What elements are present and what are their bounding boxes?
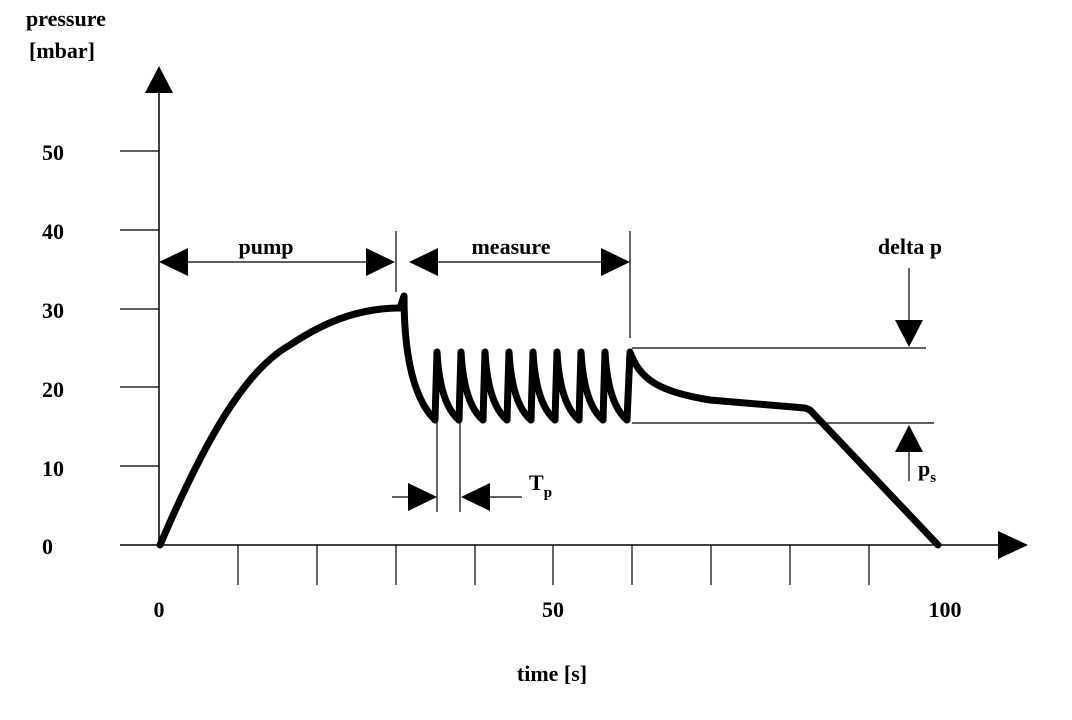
x-tick-label: 0 — [154, 597, 165, 622]
measure-interval-arrow — [409, 248, 630, 276]
delta-p-label: delta p — [878, 234, 942, 259]
y-tick-label: 40 — [42, 219, 64, 244]
x-axis-label: time [s] — [517, 661, 587, 686]
ps-label: ps — [918, 456, 936, 486]
pressure-curve — [156, 292, 942, 549]
pump-interval-arrow — [159, 248, 395, 276]
x-tick-label: 100 — [929, 597, 962, 622]
y-tick-label: 0 — [42, 534, 53, 559]
delta-p-arrow — [895, 268, 923, 347]
y-axis — [120, 66, 173, 545]
y-axis-label-line2: [mbar] — [29, 38, 95, 63]
x-axis — [120, 531, 1028, 585]
tp-period-arrows — [392, 483, 522, 511]
x-axis-arrowhead — [998, 531, 1028, 559]
y-tick-label: 30 — [42, 298, 64, 323]
y-axis-label-line1: pressure — [26, 6, 106, 31]
tp-label: Tp — [529, 470, 552, 501]
y-axis-arrowhead — [145, 66, 173, 93]
measure-label: measure — [471, 234, 550, 259]
ps-arrow — [895, 425, 923, 481]
y-tick-label: 20 — [42, 377, 64, 402]
y-tick-label: 10 — [42, 456, 64, 481]
y-tick-label: 50 — [42, 140, 64, 165]
x-tick-label: 50 — [542, 597, 564, 622]
pump-label: pump — [238, 234, 293, 259]
